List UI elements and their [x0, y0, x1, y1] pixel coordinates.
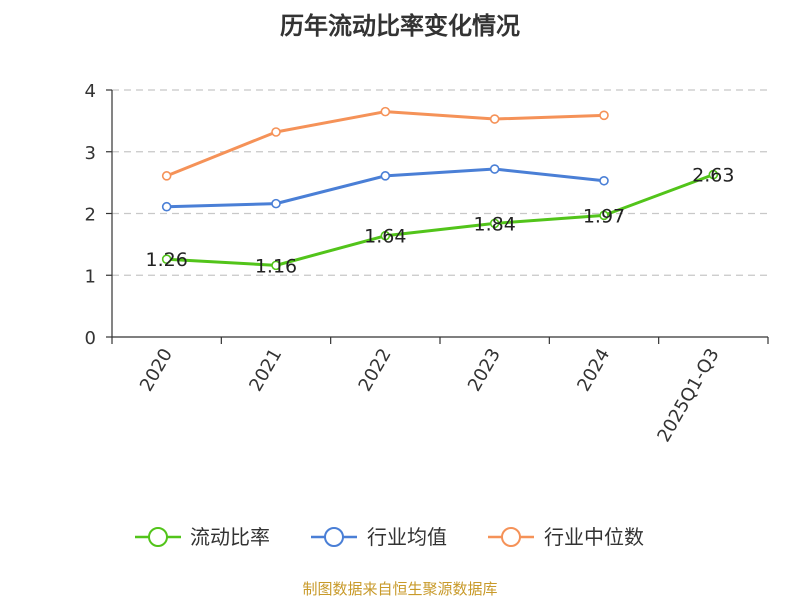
data-label: 1.97: [583, 205, 625, 227]
data-point: [599, 175, 609, 186]
series-line-3: [166, 110, 605, 178]
legend-label: 行业中位数: [544, 525, 644, 549]
data-label: 1.64: [364, 226, 406, 248]
data-point: [489, 218, 500, 229]
data-point: [271, 198, 281, 209]
x-tick-label: 2024: [573, 345, 614, 395]
data-point: [161, 201, 172, 212]
data-source-note: 制图数据来自恒生聚源数据库: [302, 580, 498, 598]
data-point: [380, 106, 391, 117]
data-point: [271, 127, 281, 137]
data-point: [489, 164, 500, 174]
y-tick-label: 2: [85, 205, 96, 226]
data-labels: 1.26 1.16 1.64 1.84 1.97 2.63: [146, 165, 735, 278]
y-tick-label: 4: [85, 81, 96, 102]
x-tick-label: 2021: [245, 345, 286, 395]
data-label: 2.63: [692, 165, 734, 187]
data-point: [599, 110, 609, 121]
data-point: [380, 230, 391, 241]
data-point: [271, 260, 281, 271]
legend-marker: [324, 527, 344, 547]
grid-lines: [112, 89, 768, 276]
series-lines: [161, 106, 719, 271]
data-label: 1.84: [474, 213, 516, 235]
data-point: [161, 171, 172, 181]
legend-label: 行业均值: [367, 525, 447, 549]
legend-marker: [148, 527, 168, 547]
y-tick-label: 1: [85, 266, 96, 287]
x-tick-label: 2023: [464, 345, 505, 395]
data-point: [708, 169, 719, 180]
legend-marker: [501, 527, 521, 547]
y-tick-label: 0: [85, 328, 96, 349]
legend-label: 流动比率: [190, 525, 270, 549]
data-point: [380, 171, 391, 181]
y-tick-label: 3: [85, 143, 96, 164]
data-point: [599, 210, 609, 221]
series-line-1: [166, 173, 714, 267]
data-point: [489, 114, 500, 124]
x-tick-label: 2025Q1-Q3: [653, 345, 723, 446]
chart-title: 历年流动比率变化情况: [280, 12, 520, 40]
data-label: 1.16: [255, 255, 297, 277]
x-tick-label: 2022: [355, 345, 396, 395]
data-point: [161, 254, 172, 264]
x-tick-label: 2020: [136, 345, 177, 395]
data-label: 1.26: [146, 249, 188, 271]
legend: 流动比率 行业均值 行业中位数: [135, 525, 644, 549]
